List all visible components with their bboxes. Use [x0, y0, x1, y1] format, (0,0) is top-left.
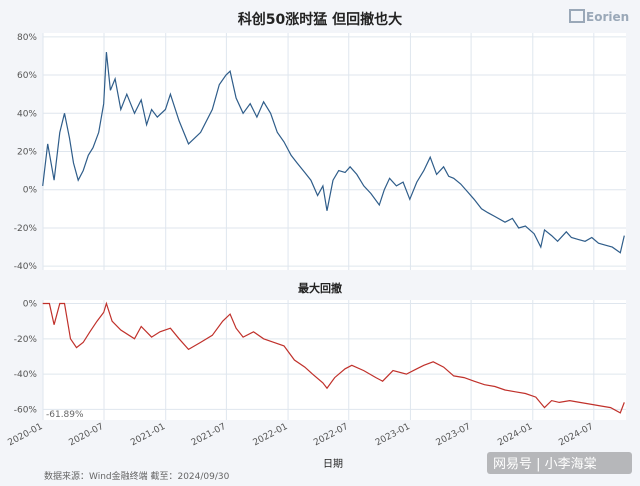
x-tick-label: 2023-01: [374, 422, 412, 448]
top-grid: [42, 33, 626, 270]
top-y-axis: 80% 60% 40% 20% 0% -20% -40%: [14, 33, 38, 272]
x-tick-label: 2024-01: [496, 422, 534, 448]
top-y-tick-label: 40%: [17, 109, 37, 119]
x-tick-label: 2023-07: [435, 422, 473, 448]
top-y-tick-label: 60%: [17, 71, 37, 81]
x-tick-label: 2022-07: [312, 422, 350, 448]
drawdown-chart-title: 最大回撤: [298, 281, 342, 295]
top-y-tick-label: 0%: [23, 186, 38, 196]
watermark-text: 网易号 | 小李海棠: [493, 457, 597, 472]
x-tick-label: 2020-01: [7, 422, 45, 448]
bottom-y-tick-label: 0%: [23, 300, 38, 310]
top-y-tick-label: -20%: [14, 224, 38, 234]
x-tick-label: 2021-07: [190, 422, 228, 448]
x-tick-label: 2021-01: [129, 422, 167, 448]
bottom-y-tick-label: -60%: [14, 405, 38, 415]
top-y-tick-label: 20%: [17, 148, 37, 158]
top-y-tick-label: 80%: [17, 33, 37, 43]
x-axis: 2020-01 2020-07 2021-01 2021-07 2022-01 2022-…: [7, 422, 596, 448]
top-chart-title: 科创50涨时猛 但回撤也大: [238, 11, 402, 28]
x-tick-label: 2024-07: [557, 422, 595, 448]
top-series-line: [42, 52, 625, 254]
x-tick-label: 2022-01: [252, 422, 290, 448]
min-drawdown-annotation: -61.89%: [46, 410, 84, 420]
brand-logo-text: Eorien: [586, 10, 629, 24]
bottom-y-tick-label: -20%: [14, 335, 38, 345]
bottom-grid: [42, 300, 626, 420]
x-axis-label: 日期: [323, 458, 343, 470]
brand-logo: Eorien: [569, 9, 629, 24]
watermark-badge: [487, 452, 632, 474]
bottom-plot-area: [43, 300, 626, 420]
bottom-y-tick-label: -40%: [14, 370, 38, 380]
data-source-note: 数据来源：Wind金融终端 截至：2024/09/30: [44, 470, 230, 482]
top-y-tick-label: -40%: [14, 262, 38, 272]
x-tick-label: 2020-07: [68, 422, 106, 448]
drawdown-series-line: [42, 301, 625, 414]
bottom-y-axis: 0% -20% -40% -60%: [14, 300, 38, 416]
